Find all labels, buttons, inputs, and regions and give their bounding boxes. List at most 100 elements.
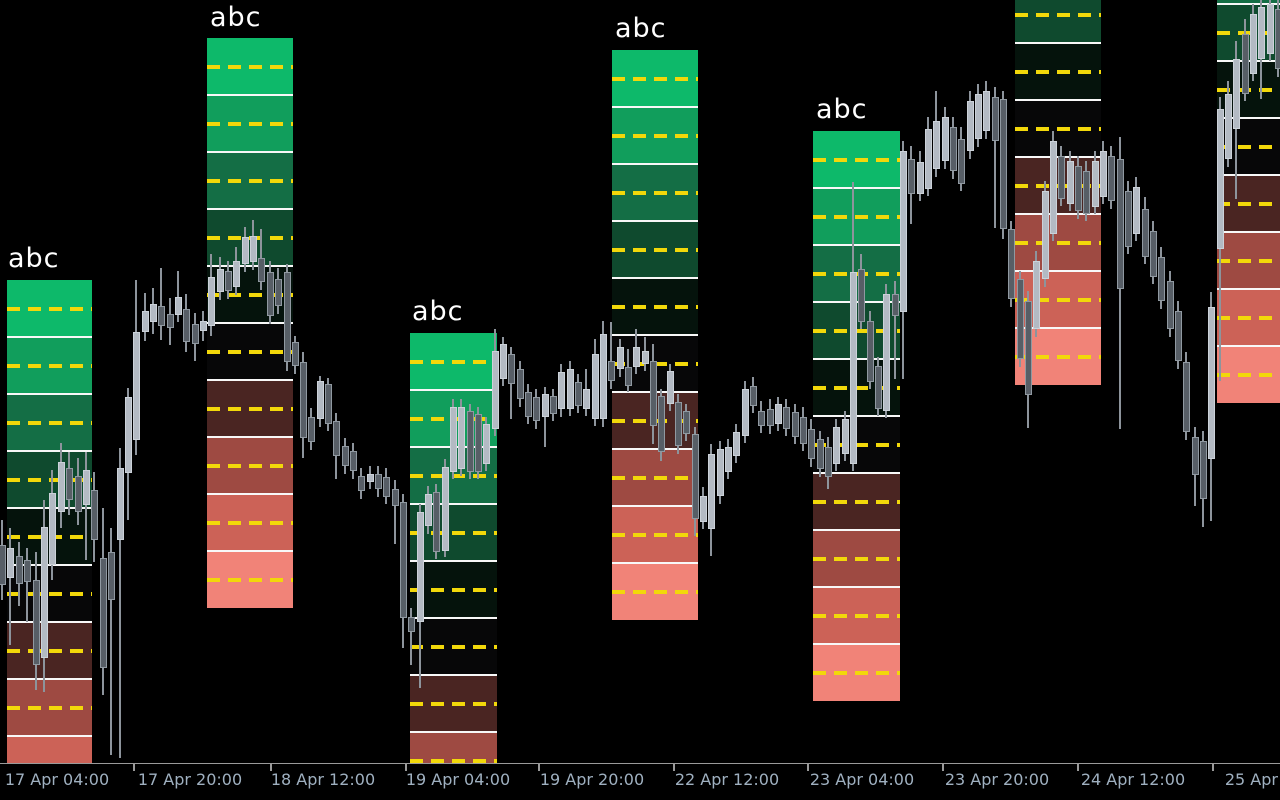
candlestick: [983, 91, 990, 131]
candlestick: [733, 432, 740, 456]
zone-level-line: [612, 334, 698, 336]
candlestick: [617, 347, 624, 369]
candlestick: [1058, 156, 1065, 199]
candlestick: [383, 477, 390, 497]
zone-level-line: [207, 208, 293, 210]
candlestick: [892, 294, 899, 316]
candle-wick: [119, 448, 121, 758]
candlestick: [1250, 14, 1257, 74]
candlestick: [1133, 187, 1140, 234]
zone-level-line: [1015, 270, 1101, 272]
candlestick: [108, 552, 115, 600]
zone-level-line: [410, 674, 497, 676]
zone-labels-layer: abc abc abc abc abc: [8, 3, 868, 327]
candlestick: [1108, 156, 1115, 201]
candlestick: [83, 470, 90, 505]
candlestick: [317, 381, 324, 419]
candlestick: [1000, 99, 1007, 229]
candlestick: [758, 411, 765, 426]
candlestick: [725, 447, 732, 472]
zone-level-line: [7, 393, 92, 395]
candlestick: [442, 467, 449, 551]
candlestick: [800, 417, 807, 444]
zone-level-line: [612, 220, 698, 222]
time-axis-label: 18 Apr 12:00: [270, 770, 376, 789]
candlestick: [967, 101, 974, 151]
zone-label: abc: [8, 243, 60, 274]
chart-surface[interactable]: abc abc abc abc abc: [0, 0, 1280, 763]
zone-level-line: [1217, 117, 1280, 119]
zone-midline-dashed: [612, 533, 698, 537]
candlestick: [267, 272, 274, 316]
candlestick: [825, 447, 832, 477]
candlestick: [1275, 9, 1280, 69]
candlestick: [1183, 362, 1190, 432]
zone-label: abc: [816, 94, 868, 125]
zone-level-line: [1015, 42, 1101, 44]
zone-level-line: [612, 277, 698, 279]
zone-level-line: [7, 450, 92, 452]
candlestick: [667, 371, 674, 404]
candlestick: [24, 560, 31, 582]
zone-label: abc: [412, 296, 464, 327]
candlestick: [517, 369, 524, 399]
candlestick: [775, 404, 782, 424]
candlestick: [1217, 109, 1224, 249]
candlestick: [917, 162, 924, 194]
candles-layer: [0, 0, 1280, 758]
candlestick: [850, 272, 857, 464]
candlestick: [533, 397, 540, 421]
candlestick: [900, 151, 907, 312]
zone-level-line: [1015, 99, 1101, 101]
candlestick: [708, 454, 715, 529]
zone-level-line: [612, 163, 698, 165]
time-axis[interactable]: 17 Apr 04:00 17 Apr 20:00 18 Apr 12:00 19 A…: [0, 763, 1280, 800]
candlestick: [325, 384, 332, 424]
candlestick: [49, 493, 56, 565]
zone-level-line: [813, 187, 900, 189]
zone-level-line: [410, 617, 497, 619]
zone-midline-dashed: [1015, 70, 1101, 74]
candlestick: [742, 389, 749, 436]
candlestick: [1067, 161, 1074, 204]
candlestick: [125, 397, 132, 473]
zone-level-line: [612, 106, 698, 108]
time-axis-tick: [807, 764, 809, 771]
candlestick: [142, 311, 149, 332]
zone-midline-dashed: [1217, 259, 1280, 263]
candlestick: [408, 617, 415, 632]
zone-level-line: [207, 151, 293, 153]
candlestick: [842, 419, 849, 454]
candlestick: [133, 332, 140, 440]
time-axis-tick: [942, 764, 944, 771]
candlestick: [575, 382, 582, 406]
candlestick: [33, 580, 40, 665]
candle-wick: [177, 271, 179, 322]
candlestick: [192, 324, 199, 344]
candlestick: [833, 427, 840, 464]
candlestick: [1033, 261, 1040, 329]
candlestick: [66, 468, 73, 500]
candlestick: [450, 407, 457, 472]
zone-level-line: [207, 493, 293, 495]
zone-level-line: [7, 735, 92, 737]
zone-level-line: [1015, 213, 1101, 215]
zone-level-line: [813, 244, 900, 246]
time-axis-label: 22 Apr 12:00: [674, 770, 780, 789]
zone-midline-dashed: [7, 307, 92, 311]
candlestick: [683, 411, 690, 434]
candle-wick: [110, 528, 112, 755]
candlestick: [284, 272, 291, 362]
candlestick: [208, 277, 215, 326]
zone-level-line: [612, 562, 698, 564]
candle-wick: [610, 322, 612, 389]
candlestick: [583, 389, 590, 409]
candlestick: [0, 545, 6, 585]
candlestick: [942, 117, 949, 161]
time-axis-tick: [133, 764, 135, 771]
zone-midline-dashed: [410, 588, 497, 592]
zone-level-line: [1217, 174, 1280, 176]
zone-level-line: [207, 379, 293, 381]
candlestick: [1142, 209, 1149, 257]
zone-band: [1015, 0, 1101, 43]
